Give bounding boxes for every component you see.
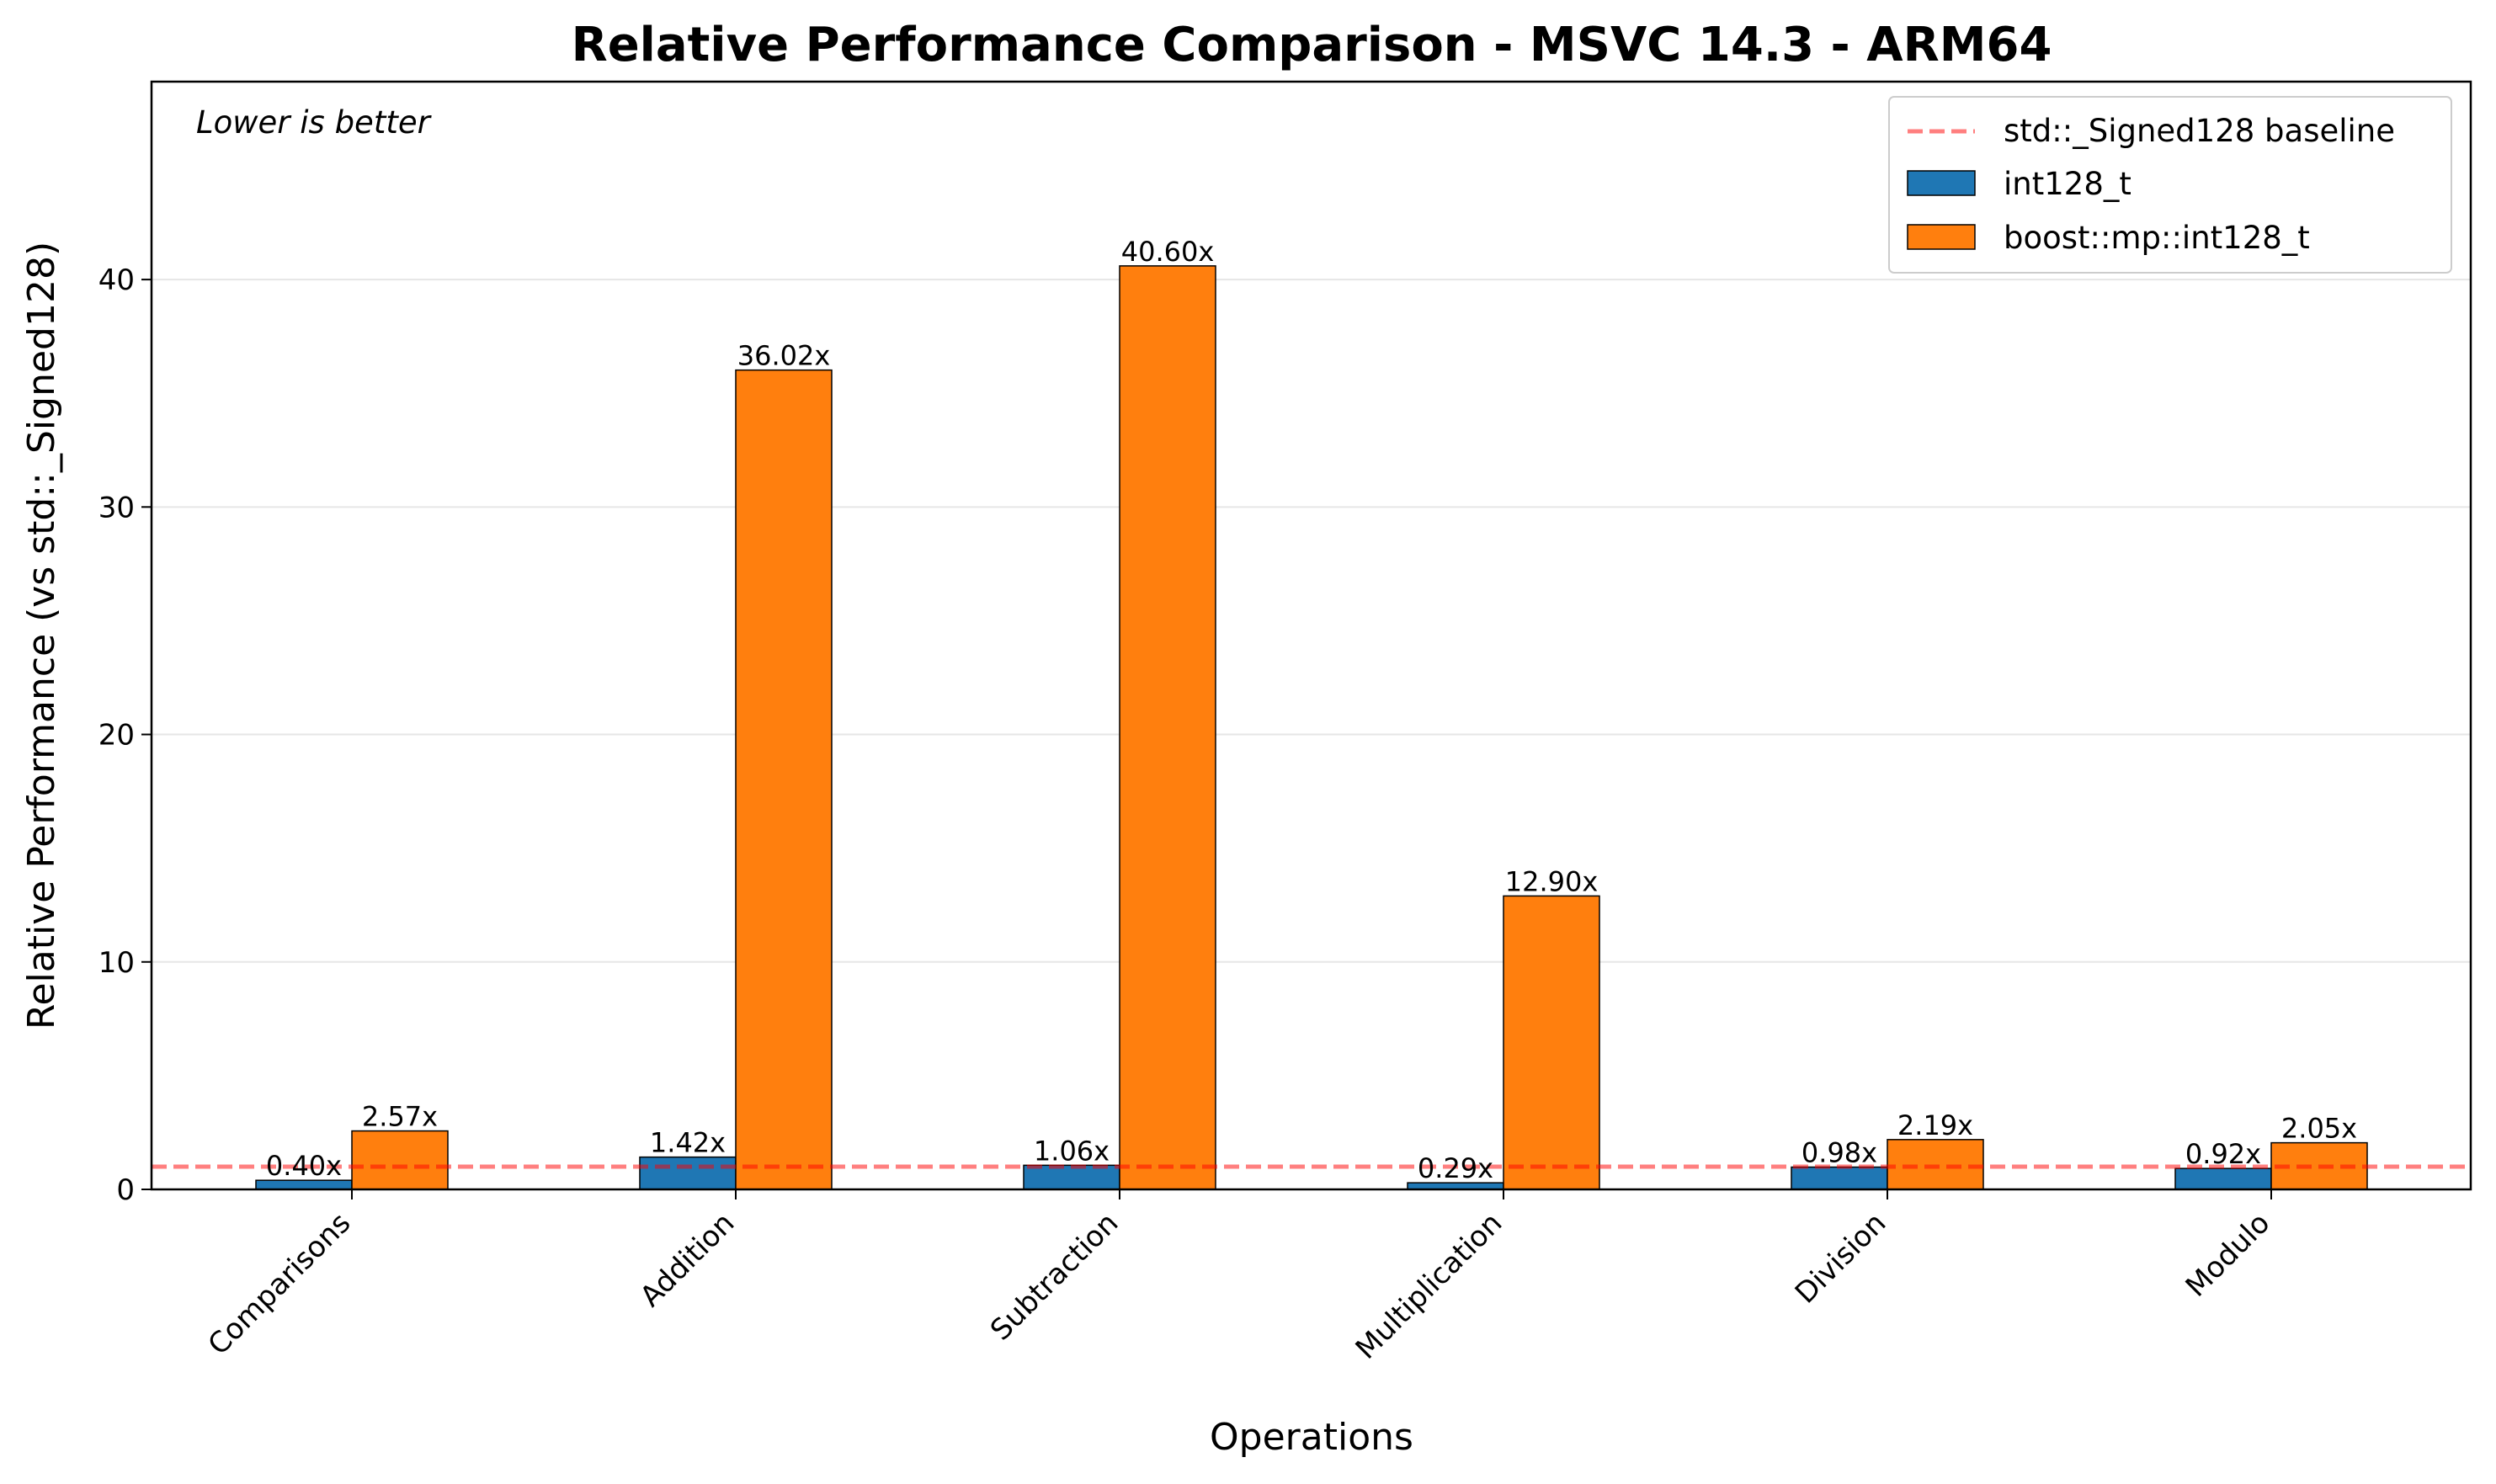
x-tick-label-addition: Addition [634, 1206, 742, 1314]
x-ticks: Comparisons Addition Subtraction Multiplica… [202, 1189, 2277, 1366]
legend-int128-label: int128_t [2004, 166, 2131, 202]
bars [255, 265, 2368, 1190]
bar-boost-int128-comparisons [351, 1130, 449, 1190]
bar-int128-modulo [2174, 1168, 2272, 1190]
legend-boost-int128-label: boost::mp::int128_t [2004, 220, 2310, 256]
legend-int128-swatch [1907, 170, 1976, 196]
bar-value-label: 0.98x [1801, 1137, 1877, 1169]
legend-baseline-label: std::_Signed128 baseline [2004, 113, 2395, 149]
bar-value-label: 2.19x [1897, 1109, 1973, 1141]
bar-value-label: 1.06x [1034, 1135, 1110, 1167]
bar-value-label: 0.40x [266, 1150, 342, 1182]
x-tick-label-modulo: Modulo [2179, 1206, 2277, 1304]
bar-value-label: 0.29x [1418, 1152, 1493, 1184]
bar-boost-int128-multiplication [1503, 895, 1600, 1190]
bar-value-label: 2.57x [362, 1101, 438, 1133]
plot-frame [150, 80, 2472, 1191]
annotation-lower-is-better: Lower is better [196, 104, 433, 141]
bar-boost-int128-division [1887, 1139, 1984, 1190]
legend-box [1888, 96, 2452, 274]
legend-boost-int128-swatch [1907, 224, 1976, 250]
x-tick-label-comparisons: Comparisons [202, 1206, 358, 1362]
y-ticks: 0 10 20 30 40 [98, 263, 152, 1207]
bar-int128-addition [639, 1156, 737, 1190]
y-tick-label: 20 [98, 719, 135, 753]
legend: std::_Signed128 baseline int128_t boost:… [1888, 96, 2452, 274]
y-tick-label: 0 [116, 1173, 135, 1207]
bar-labels: 0.40x 1.42x 1.06x 0.29x 0.98x 0.92x 2.57x 36.02… [266, 236, 2357, 1184]
y-axis-label: Relative Performance (vs std::_Signed128… [20, 242, 63, 1029]
bar-value-label: 12.90x [1505, 865, 1599, 897]
y-tick-label: 40 [98, 263, 135, 297]
bar-int128-subtraction [1023, 1164, 1120, 1190]
bar-value-label: 1.42x [650, 1127, 726, 1159]
x-axis-label: Operations [1210, 1416, 1413, 1459]
x-tick-label-multiplication: Multiplication [1349, 1206, 1509, 1366]
chart-title: Relative Performance Comparison - MSVC 1… [572, 18, 2052, 72]
bar-boost-int128-subtraction [1119, 265, 1216, 1190]
bar-int128-division [1791, 1166, 1888, 1190]
bar-value-label: 36.02x [737, 340, 831, 372]
x-tick-label-subtraction: Subtraction [984, 1206, 1125, 1347]
bar-value-label: 40.60x [1121, 236, 1215, 268]
bar-value-label: 0.92x [2185, 1138, 2261, 1170]
y-tick-label: 10 [98, 946, 135, 980]
y-tick-label: 30 [98, 491, 135, 524]
bar-value-label: 2.05x [2281, 1113, 2357, 1145]
bar-boost-int128-addition [735, 369, 833, 1190]
x-tick-label-division: Division [1789, 1206, 1893, 1311]
grid-lines [152, 279, 2471, 963]
